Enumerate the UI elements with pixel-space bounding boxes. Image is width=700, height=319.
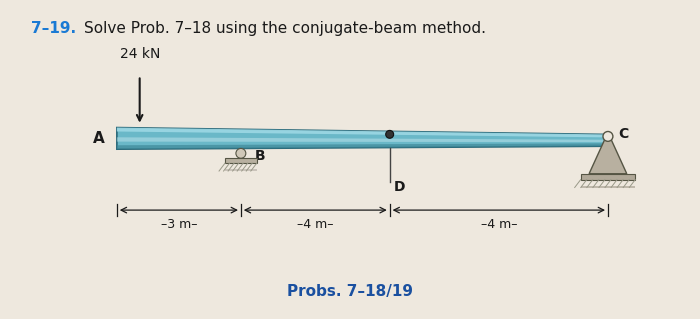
Polygon shape	[117, 128, 608, 149]
Text: 7–19.: 7–19.	[31, 21, 76, 36]
Bar	[225, 169, 257, 171]
Text: Solve Prob. 7–18 using the conjugate-beam method.: Solve Prob. 7–18 using the conjugate-bea…	[84, 21, 486, 36]
Text: A: A	[93, 131, 105, 146]
Text: 24 kN: 24 kN	[120, 47, 160, 61]
Text: –4 m–: –4 m–	[297, 218, 333, 231]
Polygon shape	[589, 132, 626, 174]
Circle shape	[603, 131, 613, 141]
Bar	[581, 186, 635, 188]
Text: B: B	[255, 149, 265, 163]
Bar	[225, 158, 257, 163]
Text: –4 m–: –4 m–	[481, 218, 517, 231]
Text: –3 m–: –3 m–	[160, 218, 197, 231]
Text: D: D	[393, 180, 405, 194]
Circle shape	[236, 148, 246, 158]
Polygon shape	[117, 143, 608, 149]
Polygon shape	[117, 137, 608, 142]
Text: C: C	[618, 128, 628, 141]
Text: Probs. 7–18/19: Probs. 7–18/19	[287, 284, 413, 299]
Bar	[581, 174, 635, 180]
Circle shape	[386, 130, 393, 138]
Polygon shape	[117, 128, 608, 137]
